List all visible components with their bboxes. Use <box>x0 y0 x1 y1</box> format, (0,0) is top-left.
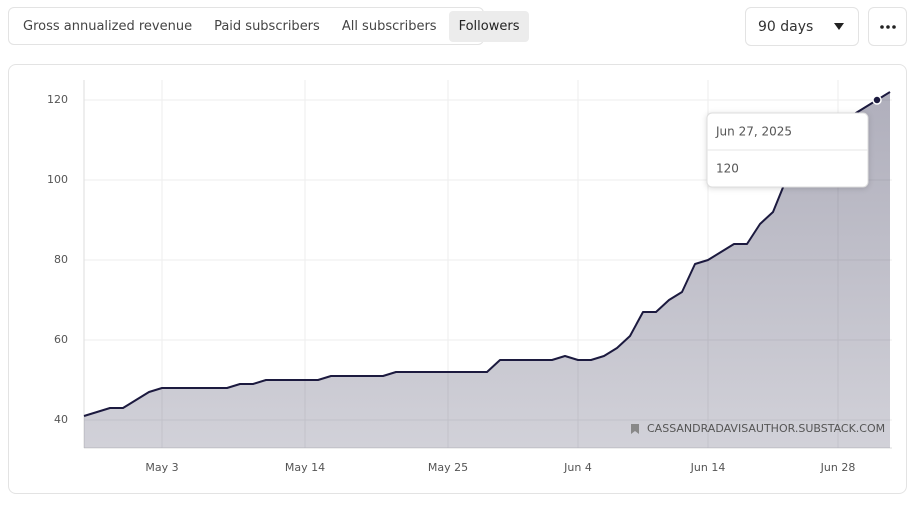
x-tick-label: May 25 <box>428 461 468 474</box>
tab[interactable]: Paid subscribers <box>214 18 320 34</box>
tab-bar: Gross annualized revenue Paid subscribers… <box>8 7 530 45</box>
x-tick-label: Jun 4 <box>563 461 592 474</box>
tab[interactable]: All subscribers <box>341 18 437 34</box>
y-tick-label: 120 <box>47 93 68 106</box>
x-tick-label: May 14 <box>285 461 325 474</box>
tab[interactable]: Gross annualized revenue <box>23 18 193 34</box>
area <box>84 92 890 448</box>
y-tick-label: 60 <box>54 333 68 346</box>
y-tick-label: 100 <box>47 173 68 186</box>
tab[interactable]: Followers <box>448 10 530 42</box>
tooltip: Jun 27, 2025 120 <box>706 112 869 188</box>
dots <box>880 25 896 29</box>
y-tick-label: 80 <box>54 253 68 266</box>
x-tick-label: Jun 14 <box>690 461 726 474</box>
chart-card <box>8 64 907 494</box>
range-select[interactable]: 90 days <box>745 7 859 46</box>
watermark-icon <box>631 424 639 434</box>
x-tick-label: Jun 28 <box>820 461 856 474</box>
hover-dot <box>872 95 882 105</box>
caret <box>834 23 844 30</box>
range-label: 90 days <box>758 18 814 35</box>
x-tick-label: May 3 <box>145 461 178 474</box>
watermark: CASSANDRADAVISAUTHOR.SUBSTACK.COM <box>647 422 885 435</box>
tooltip-date: Jun 27, 2025 <box>715 125 792 139</box>
y-tick-label: 40 <box>54 413 68 426</box>
tooltip-value: 120 <box>716 162 739 176</box>
line <box>83 91 891 417</box>
more-button[interactable] <box>868 7 907 46</box>
